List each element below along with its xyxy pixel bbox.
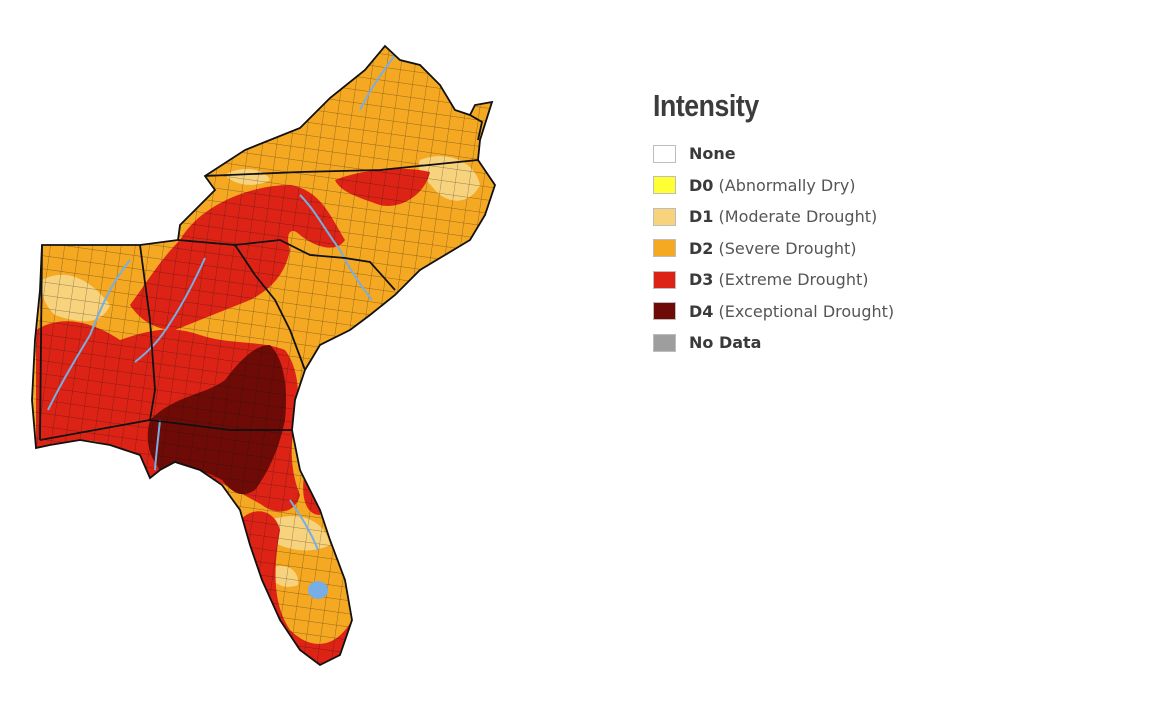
legend-item: No Data	[653, 327, 1073, 359]
legend-desc: (Extreme Drought)	[718, 270, 869, 290]
legend-swatch	[653, 176, 676, 195]
legend-swatch	[653, 302, 676, 321]
drought-map-svg	[31, 44, 496, 667]
drought-map	[31, 44, 496, 667]
legend-label: D1 (Moderate Drought)	[689, 207, 877, 226]
legend-label: D3 (Extreme Drought)	[689, 270, 868, 289]
legend-code: D0	[689, 175, 714, 195]
legend-desc: (Severe Drought)	[718, 238, 857, 258]
legend-swatch	[653, 144, 676, 163]
legend-code: No Data	[689, 333, 762, 353]
rivers	[47, 54, 396, 551]
legend-item: D2 (Severe Drought)	[653, 233, 1073, 265]
legend-code: D1	[689, 207, 714, 227]
legend-swatch	[653, 207, 676, 226]
lake-okeechobee	[308, 581, 328, 599]
legend-swatch	[653, 270, 676, 289]
legend-label: D4 (Exceptional Drought)	[689, 302, 894, 321]
legend-label: No Data	[689, 333, 761, 352]
state-borders	[31, 44, 496, 667]
legend-swatch	[653, 239, 676, 258]
legend-code: D3	[689, 270, 714, 290]
legend-desc: (Exceptional Drought)	[718, 301, 895, 321]
legend-label: D0 (Abnormally Dry)	[689, 176, 856, 195]
legend-desc: (Moderate Drought)	[718, 207, 878, 227]
legend-code: D4	[689, 301, 714, 321]
legend-item: D3 (Extreme Drought)	[653, 264, 1073, 296]
legend-desc: (Abnormally Dry)	[718, 175, 856, 195]
legend: Intensity None D0 (Abnormally Dry) D1 (Mod…	[653, 86, 1073, 359]
legend-item: D4 (Exceptional Drought)	[653, 296, 1073, 328]
legend-label: None	[689, 144, 736, 163]
legend-item: None	[653, 138, 1073, 170]
legend-code: D2	[689, 238, 714, 258]
legend-item: D1 (Moderate Drought)	[653, 201, 1073, 233]
legend-label: D2 (Severe Drought)	[689, 239, 857, 258]
legend-code: None	[689, 144, 736, 164]
legend-list: None D0 (Abnormally Dry) D1 (Moderate Drou…	[653, 138, 1073, 359]
legend-title: Intensity	[653, 88, 759, 123]
legend-swatch	[653, 333, 676, 352]
legend-item: D0 (Abnormally Dry)	[653, 170, 1073, 202]
